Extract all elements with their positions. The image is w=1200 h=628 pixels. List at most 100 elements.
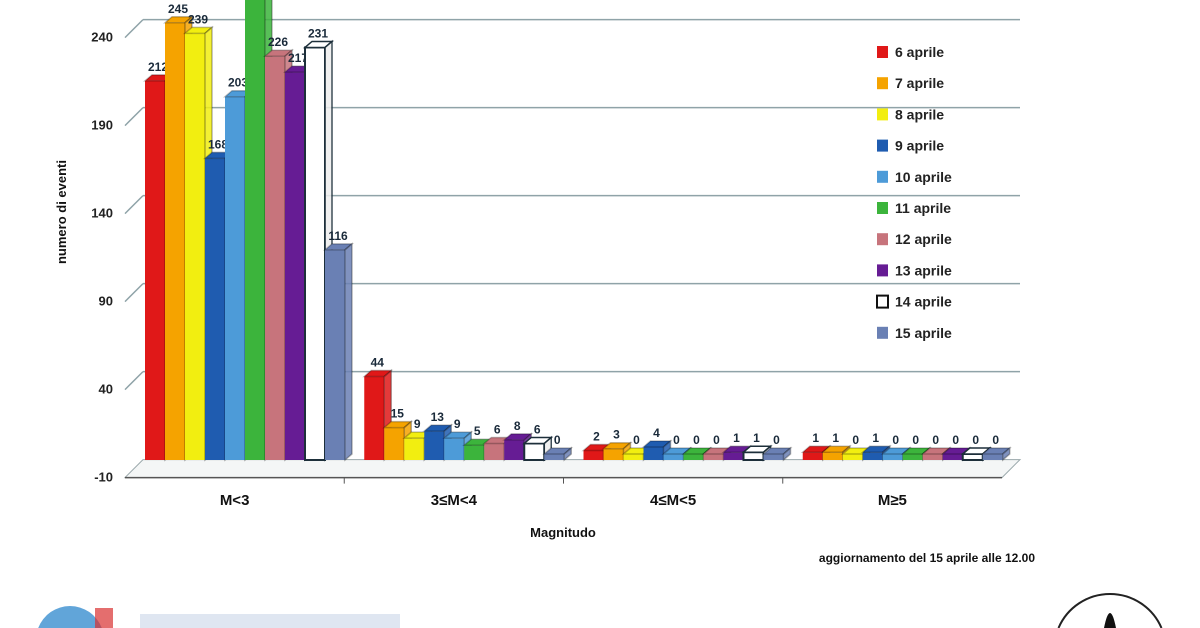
data-label: 226: [268, 35, 288, 49]
y-tick-label: 90: [99, 294, 113, 309]
bar-face: [145, 80, 165, 460]
legend-swatch: [877, 264, 888, 277]
bar: 116: [322, 229, 355, 462]
legend-label: 11 aprile: [895, 200, 951, 216]
bar-face: [822, 452, 843, 460]
bar-face: [185, 33, 205, 461]
data-label: 239: [188, 12, 208, 26]
legend-label: 6 aprile: [895, 44, 944, 60]
gridline-perspective: [124, 371, 144, 391]
legend-swatch: [877, 233, 888, 246]
legend-item: 11 aprile: [877, 200, 951, 216]
data-label: 9: [414, 417, 421, 431]
bar-face: [663, 454, 684, 460]
data-label: 245: [168, 2, 188, 16]
bar-face: [763, 454, 784, 460]
legend-swatch: [877, 170, 888, 183]
x-category-label: 4≤M<5: [650, 492, 696, 509]
legend-swatch: [877, 108, 888, 121]
bar-face: [703, 454, 724, 460]
x-axis-categories: M<3 3≤M<4 4≤M<5 M≥5: [220, 477, 907, 509]
bar-face: [384, 427, 405, 460]
bar-face: [464, 445, 485, 460]
data-label: 8: [514, 419, 521, 433]
y-tick-label: 240: [91, 30, 113, 45]
bar-face: [742, 451, 765, 461]
y-tick-label: 190: [91, 118, 113, 133]
bar-face: [205, 158, 225, 460]
data-label: 1: [872, 431, 879, 445]
legend-label: 10 aprile: [895, 169, 952, 185]
bar-face: [325, 249, 345, 460]
legend-label: 9 aprile: [895, 138, 944, 154]
data-label: 4: [653, 426, 660, 440]
legend-label: 14 aprile: [895, 294, 952, 310]
data-label: 0: [892, 433, 899, 447]
legend-item: 10 aprile: [877, 169, 952, 185]
data-label: 0: [693, 433, 700, 447]
bar-face: [484, 443, 505, 460]
data-label: 0: [952, 433, 959, 447]
legend-item: 8 aprile: [877, 106, 944, 122]
legend-item: 6 aprile: [877, 44, 944, 60]
x-category-label: M≥5: [878, 492, 907, 509]
bars: 2122452391682032752262172311164415913956…: [142, 0, 1012, 462]
data-label: 1: [753, 431, 760, 445]
bar-face: [922, 454, 943, 460]
gridline-perspective: [124, 195, 144, 215]
data-label: 0: [673, 433, 680, 447]
legend-item: 7 aprile: [877, 75, 944, 91]
data-label: 0: [713, 433, 720, 447]
data-label: 0: [992, 433, 999, 447]
bar-face: [862, 452, 883, 460]
bar-face: [723, 452, 744, 460]
bar-face: [583, 450, 604, 460]
data-label: 212: [148, 60, 168, 74]
data-label: 5: [474, 424, 481, 438]
y-tick-label: -10: [94, 470, 113, 485]
legend-label: 7 aprile: [895, 75, 944, 91]
data-label: 203: [228, 76, 248, 90]
data-label: 44: [371, 356, 385, 370]
data-label: 0: [633, 433, 640, 447]
data-label: 9: [454, 417, 461, 431]
data-label: 231: [308, 26, 328, 40]
data-label: 0: [972, 433, 979, 447]
data-label: 3: [613, 428, 620, 442]
y-axis-ticks: 240 190 140 90 40 -10: [91, 30, 113, 485]
bar-face: [285, 72, 305, 460]
data-label: 15: [391, 407, 405, 421]
bar-face: [982, 454, 1003, 460]
bar-face: [842, 454, 863, 460]
bar-side: [1002, 446, 1011, 462]
bar-face: [265, 56, 285, 461]
data-label: 0: [932, 433, 939, 447]
legend-item: 14 aprile: [876, 294, 952, 310]
gridline-perspective: [124, 19, 144, 39]
y-tick-label: 140: [91, 206, 113, 221]
data-label: 116: [328, 229, 348, 243]
bar-face: [245, 0, 265, 460]
legend-swatch: [877, 139, 888, 152]
legend-label: 13 aprile: [895, 262, 952, 278]
data-label: 13: [431, 410, 445, 424]
protezione-civile-seal: [1057, 593, 1163, 628]
legend-swatch: [877, 77, 888, 90]
bar-face: [802, 452, 823, 460]
left-logo: [38, 606, 400, 628]
data-label: 0: [773, 433, 780, 447]
bar-face: [424, 431, 445, 460]
legend-swatch: [876, 294, 889, 309]
bar-face: [882, 454, 903, 460]
bar: 0: [761, 433, 793, 462]
legend: 6 aprile 7 aprile 8 aprile 9 aprile 10 april…: [876, 44, 952, 341]
bar-face: [902, 454, 923, 460]
bar-face: [683, 454, 704, 460]
bar-face: [523, 442, 546, 462]
data-label: 1: [733, 431, 740, 445]
data-label: 0: [912, 433, 919, 447]
bar: 4: [641, 426, 673, 462]
legend-item: 13 aprile: [877, 262, 952, 278]
gridline-perspective: [124, 107, 144, 127]
